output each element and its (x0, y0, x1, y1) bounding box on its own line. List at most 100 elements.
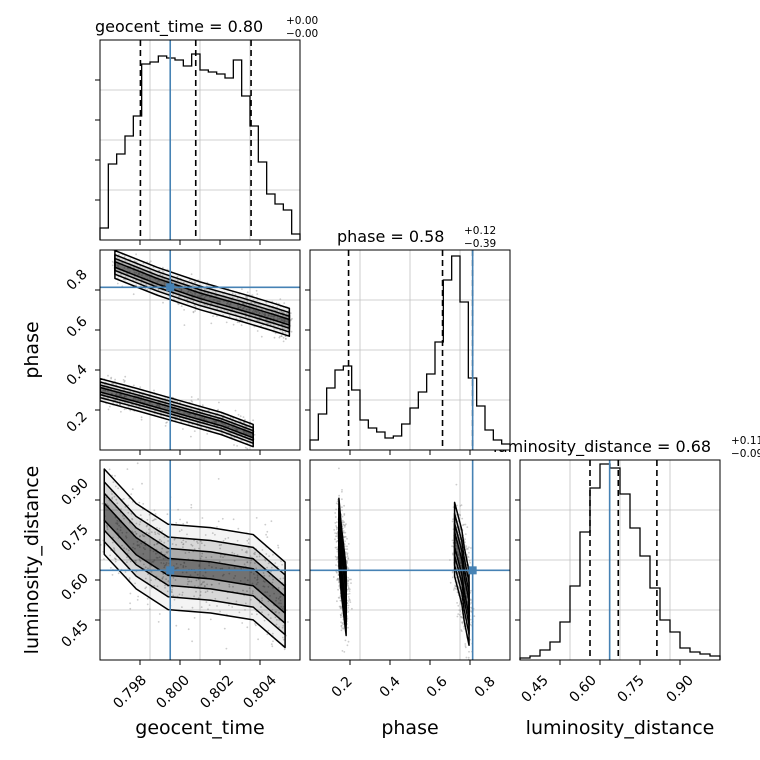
sample-point (200, 294, 203, 297)
sample-point (107, 374, 109, 377)
sample-point (336, 533, 339, 535)
sample-point (156, 281, 159, 283)
sample-point (456, 615, 459, 618)
sample-point (346, 580, 349, 583)
sample-point (252, 419, 255, 422)
sample-point (190, 543, 193, 546)
phase-x-tick-label: 0.2 (329, 674, 356, 701)
sample-point (163, 536, 166, 538)
sample-point (160, 551, 163, 553)
sample-point (217, 478, 220, 480)
sample-point (468, 650, 470, 653)
sample-point (139, 386, 142, 388)
sample-point (216, 304, 219, 306)
sample-point (181, 591, 184, 594)
sample-point (454, 585, 457, 588)
sample-point (138, 558, 141, 560)
sample-point (135, 522, 138, 525)
sample-point (136, 462, 139, 465)
sample-point (255, 517, 258, 519)
sample-point (235, 428, 237, 430)
sample-point (166, 421, 168, 424)
sample-point (159, 273, 162, 276)
sample-point (350, 582, 352, 584)
sample-point (105, 496, 107, 499)
sample-point (177, 566, 179, 569)
sample-point (131, 488, 134, 490)
density-contour (338, 524, 347, 609)
sample-point (237, 527, 240, 530)
sample-point (182, 566, 185, 569)
sample-point (457, 613, 460, 615)
sample-point (270, 643, 273, 646)
sample-point (279, 599, 282, 602)
sample-point (136, 544, 139, 547)
sample-point (239, 580, 242, 582)
sample-point (197, 542, 199, 544)
sample-point (342, 524, 344, 526)
sample-point (236, 539, 239, 542)
sample-point (213, 420, 215, 423)
sample-point (287, 621, 289, 623)
sample-point (470, 611, 473, 613)
sample-point (150, 570, 153, 573)
sample-point (211, 591, 214, 594)
sample-point (163, 541, 166, 544)
sample-point (158, 280, 161, 282)
luminosity-distance-y-tick-label: 0.75 (58, 521, 91, 554)
luminosity-distance-x-tick-labels: 0.45 0.60 0.75 0.90 (518, 672, 696, 705)
sample-point (216, 315, 218, 317)
sample-point (114, 475, 116, 477)
sample-point (338, 494, 340, 497)
sample-point (286, 328, 289, 331)
sample-point (127, 267, 129, 270)
title-phase-sub: −0.39 (464, 238, 496, 250)
sample-point (217, 520, 220, 523)
sample-point (347, 607, 350, 609)
sample-point (126, 556, 128, 559)
sample-point (334, 532, 337, 534)
sample-point (344, 540, 346, 543)
sample-point (205, 601, 208, 603)
sample-point (241, 319, 244, 322)
sample-point (344, 548, 347, 551)
sample-point (158, 538, 161, 541)
sample-point (173, 598, 176, 601)
sample-point (201, 517, 204, 519)
sample-point (165, 400, 167, 403)
sample-point (343, 536, 345, 539)
sample-point (267, 585, 270, 588)
sample-point (341, 627, 343, 629)
sample-point (121, 544, 123, 547)
sample-point (155, 552, 157, 555)
sample-point (336, 555, 339, 558)
sample-point (166, 513, 169, 516)
sample-point (335, 535, 337, 538)
sample-point (129, 602, 132, 605)
sample-point (136, 540, 139, 543)
sample-point (192, 311, 195, 314)
sample-point (347, 593, 349, 595)
sample-point (346, 566, 349, 569)
title-luminosity-distance-sup: +0.11 (731, 435, 760, 447)
sample-point (266, 591, 269, 593)
luminosity-distance-x-tick-label: 0.75 (614, 672, 647, 705)
sample-point (279, 298, 282, 300)
sample-point (234, 409, 237, 412)
sample-point (258, 312, 261, 315)
sample-point (139, 398, 142, 401)
sample-point (148, 608, 151, 611)
sample-point (150, 586, 153, 589)
sample-point (289, 312, 292, 314)
sample-point (342, 527, 344, 530)
title-geocent-time-sup: +0.00 (286, 15, 318, 27)
sample-point (190, 435, 192, 438)
sample-point (468, 551, 470, 554)
sample-point (334, 538, 336, 541)
sample-point (186, 412, 189, 415)
sample-point (140, 542, 143, 545)
sample-point (225, 647, 228, 650)
sample-point (451, 520, 454, 523)
sample-point (199, 594, 202, 597)
sample-point (239, 306, 242, 308)
